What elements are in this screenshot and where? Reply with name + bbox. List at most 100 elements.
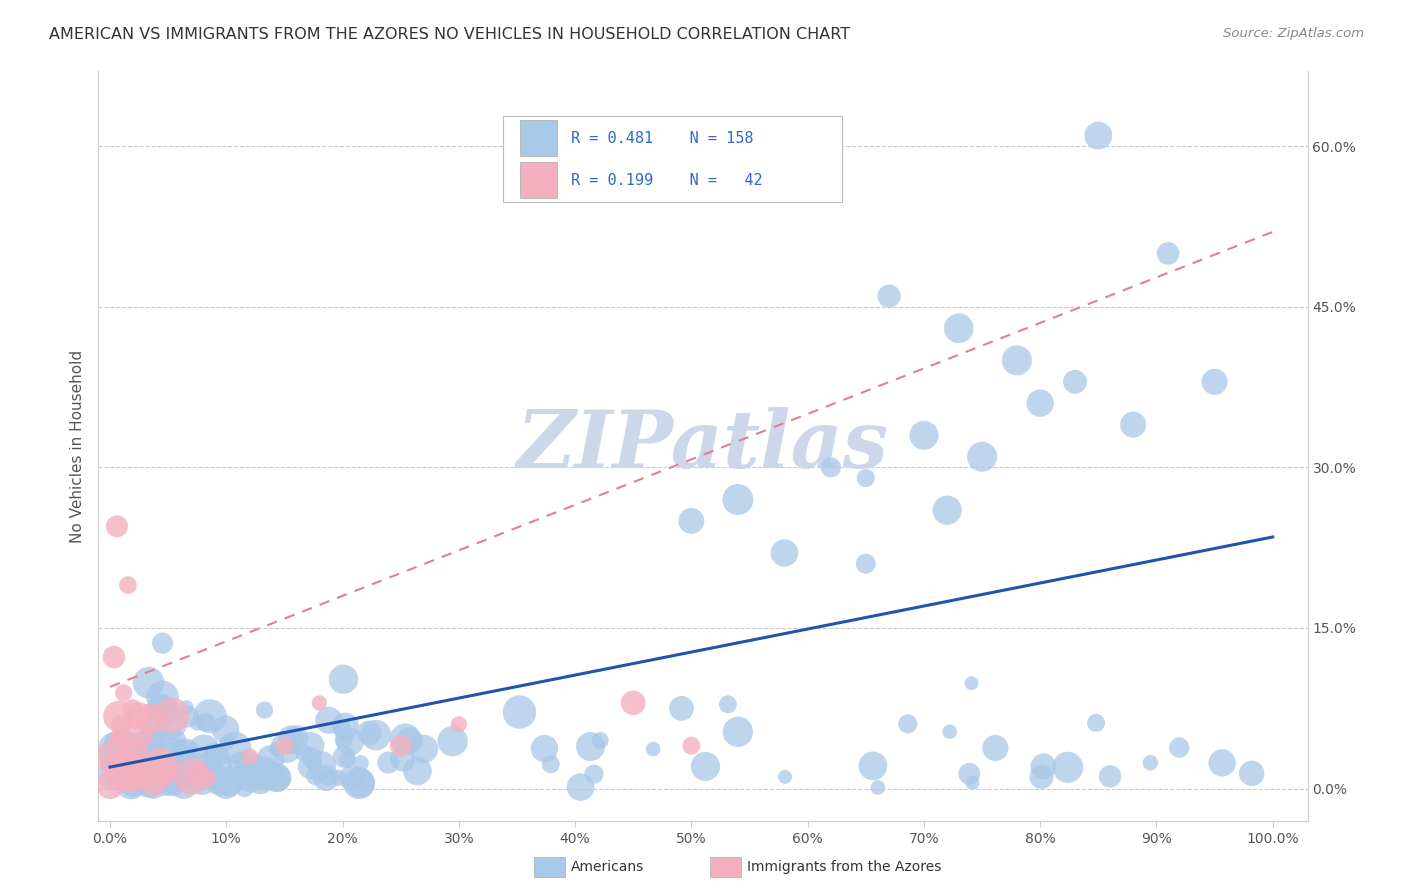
Point [398, 734, 420, 748]
Point [110, 760, 132, 774]
Point [773, 546, 796, 560]
Point [936, 503, 959, 517]
Point [172, 747, 194, 761]
Point [394, 731, 416, 746]
Point [406, 764, 429, 778]
Point [163, 734, 186, 748]
Point [239, 749, 262, 764]
Point [349, 776, 371, 790]
Point [103, 768, 125, 782]
Point [301, 751, 323, 765]
Point [197, 771, 219, 785]
Point [162, 704, 184, 718]
Point [224, 740, 246, 755]
Point [1168, 740, 1191, 755]
Point [304, 769, 326, 783]
Point [333, 749, 356, 764]
Point [193, 744, 215, 758]
Point [215, 777, 238, 791]
Point [273, 739, 295, 753]
Point [138, 768, 160, 782]
Point [391, 752, 413, 766]
Point [138, 675, 160, 690]
Point [121, 702, 143, 716]
Point [131, 737, 153, 751]
Point [681, 514, 703, 528]
Text: AMERICAN VS IMMIGRANTS FROM THE AZORES NO VEHICLES IN HOUSEHOLD CORRELATION CHAR: AMERICAN VS IMMIGRANTS FROM THE AZORES N… [49, 27, 851, 42]
Point [938, 724, 960, 739]
Point [205, 759, 228, 773]
Point [1139, 756, 1161, 770]
Point [347, 776, 370, 790]
Point [105, 750, 128, 764]
Point [138, 737, 160, 751]
Point [98, 778, 121, 792]
Point [142, 777, 165, 791]
Point [1087, 128, 1109, 143]
Point [318, 714, 340, 728]
Point [253, 766, 276, 780]
Point [150, 704, 173, 718]
Point [862, 759, 884, 773]
Point [173, 776, 195, 790]
Point [855, 557, 877, 571]
Point [117, 769, 139, 783]
Point [105, 771, 128, 785]
Point [187, 716, 209, 731]
Point [311, 758, 333, 772]
Point [253, 703, 276, 717]
Point [165, 771, 187, 785]
Point [1211, 756, 1233, 770]
Text: R = 0.481    N = 158: R = 0.481 N = 158 [571, 131, 754, 146]
Point [187, 766, 209, 780]
Point [120, 760, 142, 774]
Point [177, 709, 200, 723]
Point [246, 755, 269, 769]
Point [1099, 769, 1122, 783]
Point [540, 757, 562, 772]
Point [962, 775, 984, 789]
Point [340, 771, 363, 785]
Point [138, 775, 160, 789]
Point [110, 731, 132, 745]
Point [128, 727, 150, 741]
Point [112, 746, 135, 760]
Text: Americans: Americans [571, 860, 644, 874]
Point [149, 757, 172, 772]
Point [202, 745, 225, 759]
Point [159, 769, 181, 783]
Point [208, 748, 231, 763]
Point [727, 492, 749, 507]
Point [108, 709, 131, 723]
Point [176, 700, 198, 714]
Point [142, 776, 165, 790]
Point [508, 705, 530, 719]
Point [364, 728, 387, 742]
Point [170, 769, 193, 783]
Point [145, 723, 167, 738]
Point [299, 739, 322, 753]
Point [191, 772, 214, 787]
Point [159, 717, 181, 731]
Point [149, 768, 172, 782]
Point [948, 321, 970, 335]
Point [280, 731, 302, 746]
Point [186, 769, 208, 783]
Point [195, 759, 218, 773]
Point [1085, 715, 1108, 730]
Point [115, 763, 138, 777]
Point [128, 709, 150, 723]
Point [249, 772, 271, 787]
Point [1005, 353, 1028, 368]
Point [141, 779, 163, 793]
Point [105, 757, 128, 772]
Point [173, 746, 195, 760]
Point [1240, 766, 1263, 780]
Point [350, 756, 373, 770]
Point [912, 428, 935, 442]
Point [107, 770, 129, 784]
Point [336, 752, 359, 766]
Point [180, 769, 202, 783]
Point [1056, 760, 1078, 774]
Point [198, 709, 221, 723]
